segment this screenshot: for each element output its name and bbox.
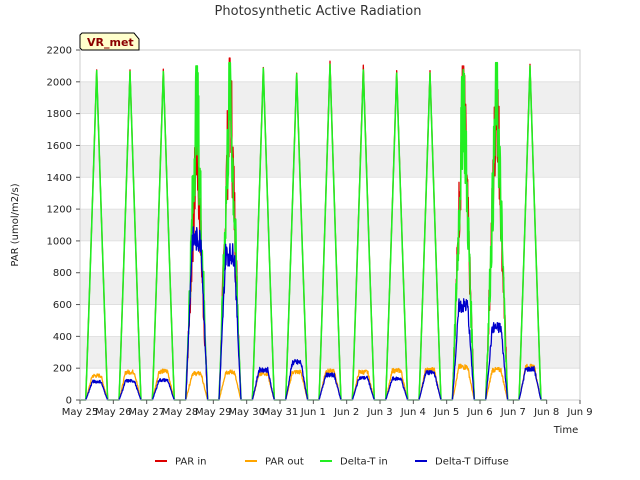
- x-tick-label: Jun 6: [466, 407, 492, 418]
- y-tick-label: 200: [53, 364, 72, 375]
- x-tick-label: May 31: [262, 407, 299, 418]
- x-tick-label: May 25: [62, 407, 99, 418]
- x-tick-label: May 28: [162, 407, 199, 418]
- grid-band: [80, 336, 580, 369]
- x-tick-label: Jun 2: [333, 407, 359, 418]
- y-tick-label: 1400: [47, 173, 72, 184]
- y-tick-label: 2000: [47, 77, 72, 88]
- plot-frame: [79, 49, 581, 401]
- y-axis-ticks: 0 200 400 600 800 1000 1200 1400 1600 1800 2000 220…: [47, 46, 80, 407]
- x-tick-label: May 27: [128, 407, 165, 418]
- site-badge-box: [79, 32, 140, 51]
- y-tick-label: 1200: [47, 205, 72, 216]
- x-tick-label: May 26: [95, 407, 132, 418]
- grid-bands: [80, 50, 580, 400]
- x-tick-label: Jun 3: [366, 407, 392, 418]
- legend: PAR in PAR out Delta-T in Delta-T Diffuse: [155, 457, 509, 468]
- legend-label: Delta-T Diffuse: [435, 457, 509, 468]
- site-badge: VR_met: [79, 32, 140, 51]
- y-tick-label: 1800: [47, 109, 72, 120]
- x-tick-label: May 30: [228, 407, 265, 418]
- grid-band: [80, 177, 580, 210]
- x-tick-label: Jun 4: [400, 407, 426, 418]
- grid-band: [80, 304, 580, 337]
- x-tick-label: May 29: [195, 407, 232, 418]
- y-tick-label: 2200: [47, 46, 72, 57]
- x-tick-label: Jun 9: [566, 407, 592, 418]
- y-tick-label: 400: [53, 332, 72, 343]
- grid-band: [80, 209, 580, 241]
- legend-label: PAR in: [175, 457, 206, 468]
- x-tick-label: Jun 8: [533, 407, 559, 418]
- y-tick-label: 0: [66, 396, 72, 407]
- grid-band: [80, 240, 580, 273]
- grid-band: [80, 113, 580, 146]
- y-axis-label: PAR (umol/m2/s): [10, 183, 21, 266]
- y-tick-label: 1600: [47, 141, 72, 152]
- y-tick-label: 600: [53, 300, 72, 311]
- grid-band: [80, 145, 580, 178]
- x-axis-label: Time: [553, 425, 578, 436]
- legend-label: PAR out: [265, 457, 304, 468]
- site-badge-label: VR_met: [87, 36, 134, 49]
- legend-label: Delta-T in: [340, 457, 388, 468]
- x-tick-label: Jun 5: [433, 407, 459, 418]
- grid-band: [80, 272, 580, 305]
- y-tick-label: 800: [53, 268, 72, 279]
- y-tick-label: 1000: [47, 236, 72, 247]
- x-tick-label: Jun 7: [500, 407, 526, 418]
- chart-title: Photosynthetic Active Radiation: [215, 4, 422, 19]
- x-tick-label: Jun 1: [300, 407, 326, 418]
